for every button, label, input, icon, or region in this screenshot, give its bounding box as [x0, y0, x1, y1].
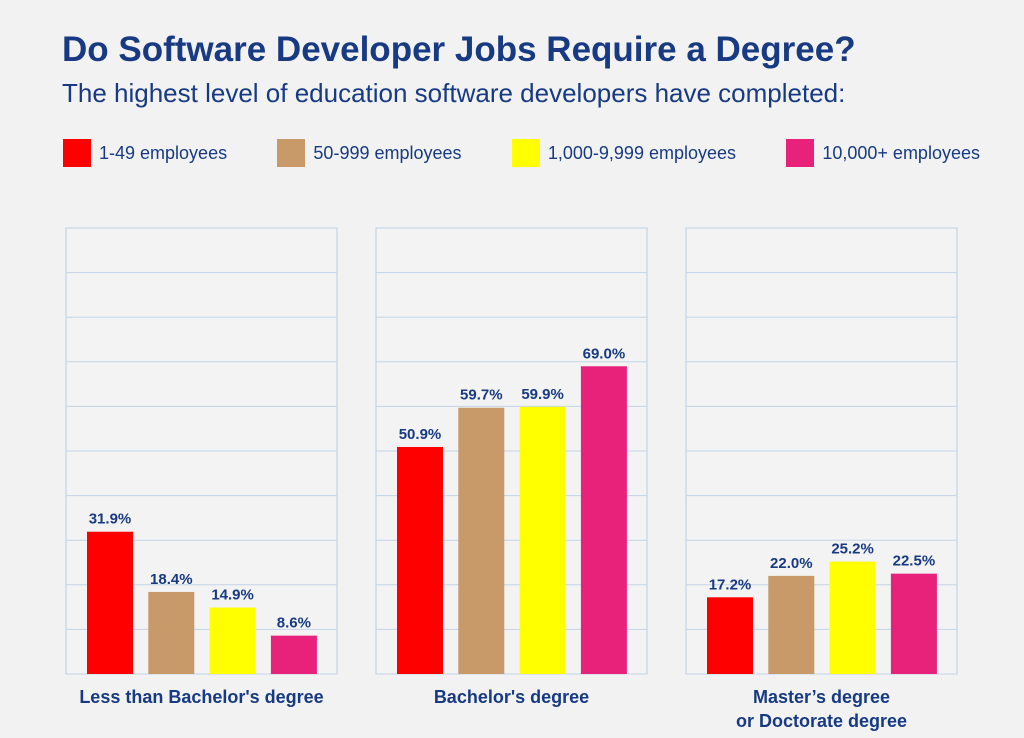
x-tick-label: Bachelor's degree [433, 687, 590, 707]
value-label: 25.2% [831, 541, 874, 558]
legend-label: 50-999 employees [313, 142, 462, 163]
legend-label: 1-49 employees [99, 142, 228, 163]
value-label: 50.9% [399, 426, 442, 443]
bar [707, 597, 753, 674]
value-label: 8.6% [277, 615, 311, 632]
legend-swatch [277, 139, 306, 167]
legend-swatch [511, 139, 540, 167]
legend: 1-49 employees 50-999 employees 1,000-9,99… [63, 139, 980, 167]
legend-item: 50-999 employees [277, 139, 462, 167]
bar [209, 607, 256, 674]
legend-label: 1,000-9,999 employees [547, 142, 737, 163]
legend-label: 10,000+ employees [822, 142, 980, 163]
bar [87, 531, 133, 674]
bar [890, 573, 937, 674]
bar [829, 561, 876, 674]
value-label: 69.0% [583, 345, 626, 362]
legend-swatch [786, 139, 815, 167]
x-tick-label: Less than Bachelor's degree [79, 687, 324, 707]
chart-subtitle: The highest level of education software … [62, 78, 846, 108]
value-label: 18.4% [150, 571, 193, 588]
bar [148, 591, 195, 674]
value-label: 31.9% [89, 511, 132, 528]
chart-title: Do Software Developer Jobs Require a Deg… [62, 30, 856, 69]
bar [397, 446, 443, 674]
value-label: 22.0% [770, 555, 813, 572]
x-tick-label: Master’s degree or Doctorate degree [735, 687, 908, 731]
bar [519, 406, 566, 674]
value-label: 17.2% [709, 576, 752, 593]
value-label: 59.9% [521, 386, 564, 403]
bar [768, 575, 815, 674]
bar [580, 366, 627, 674]
bar [270, 635, 317, 674]
bar [458, 407, 505, 674]
value-label: 22.5% [893, 553, 936, 570]
legend-item: 1,000-9,999 employees [511, 139, 737, 167]
value-label: 14.9% [211, 587, 254, 604]
legend-item: 10,000+ employees [786, 139, 980, 167]
value-label: 59.7% [460, 387, 503, 404]
legend-swatch [63, 139, 91, 167]
legend-item: 1-49 employees [63, 139, 227, 167]
